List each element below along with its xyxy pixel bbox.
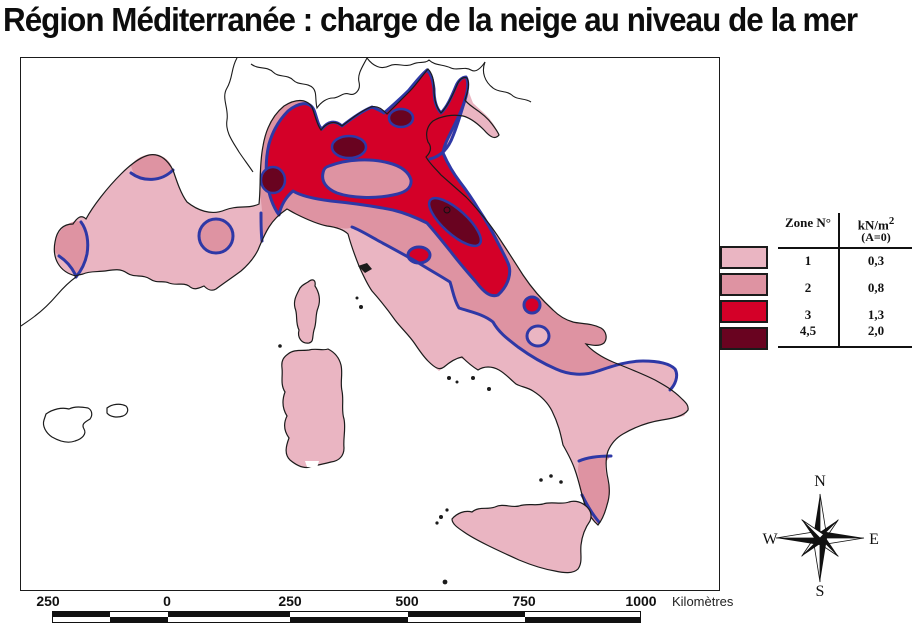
legend-unit-sup: 2 [888,215,895,227]
sicily [451,500,592,574]
sardinia [281,348,346,469]
zone2-cevennes-lobe [131,154,173,181]
legend-col2-header: kN/m2 [840,215,912,233]
coastlines-borders [21,58,689,585]
zone3-gran-sasso-spot [522,295,542,315]
scale-unit-label: Kilomètres [672,594,734,609]
scale-tick: 1000 [625,593,657,609]
legend-row-value: 2,0 [867,323,885,338]
zone45-belluno [387,107,415,129]
compass-rose: N S W E [762,473,879,598]
menorca [106,403,129,418]
zone1-campania-hole [525,324,551,348]
legend-header-rule [778,247,912,249]
legend-row-zone: 1 [804,253,812,268]
apennine-ring [443,206,451,214]
zone-contours [57,94,679,524]
zone2-provence-disc [197,217,235,255]
compass-east-label: E [869,531,879,548]
legend-swatch-zone1 [720,246,768,269]
compass-north-label: N [814,473,826,490]
legend-unit: kN/m [857,217,889,233]
scale-tick: 0 [163,593,171,609]
legend-row-zone: 3 [804,307,812,322]
small-islands [278,263,563,585]
scale-tick: 250 [278,593,302,609]
sardinia-white-notch [305,461,319,468]
legend-divider [838,213,840,348]
zone45-apennine [427,196,483,248]
zone45-blobs [259,107,483,248]
legend-swatch-zone45 [720,327,768,350]
legend-row-zone: 2 [804,280,812,295]
zone3-tuscany-spot [406,245,432,265]
compass-south-label: S [816,583,825,598]
zone1-tyrrhenian-south [348,227,688,523]
mallorca [42,406,93,443]
legend-swatch-zone2 [720,273,768,296]
legend-table: Zone N° kN/m2 (A=0) 1 0,3 2 0,8 3 1,3 4,… [778,211,912,350]
map-canvas [20,57,720,591]
zone45-lombardy [330,134,368,160]
zone2-west-cap [54,221,88,277]
scale-bar [52,611,641,623]
corsica [293,279,321,344]
page-title: Région Méditerranée : charge de la neige… [3,1,858,38]
legend-col2-subheader: (A=0) [861,230,891,244]
scale-tick: 250 [36,593,60,609]
mediterranean-map [21,58,689,585]
national-borders [21,58,532,327]
legend-col1-header: Zone N° [784,215,831,230]
legend-row-value: 1,3 [867,307,885,322]
legend-swatch-zone3 [720,300,768,323]
scale-tick: 500 [395,593,419,609]
zone45-cuneo [259,165,287,195]
legend-bottom-rule [778,346,912,348]
compass-star [775,493,865,583]
legend-row-value: 0,8 [867,280,885,295]
legend-row-value: 0,3 [867,253,885,268]
scale-tick: 750 [512,593,536,609]
legend-row-zone: 4,5 [799,323,817,338]
compass-west-label: W [762,531,778,548]
